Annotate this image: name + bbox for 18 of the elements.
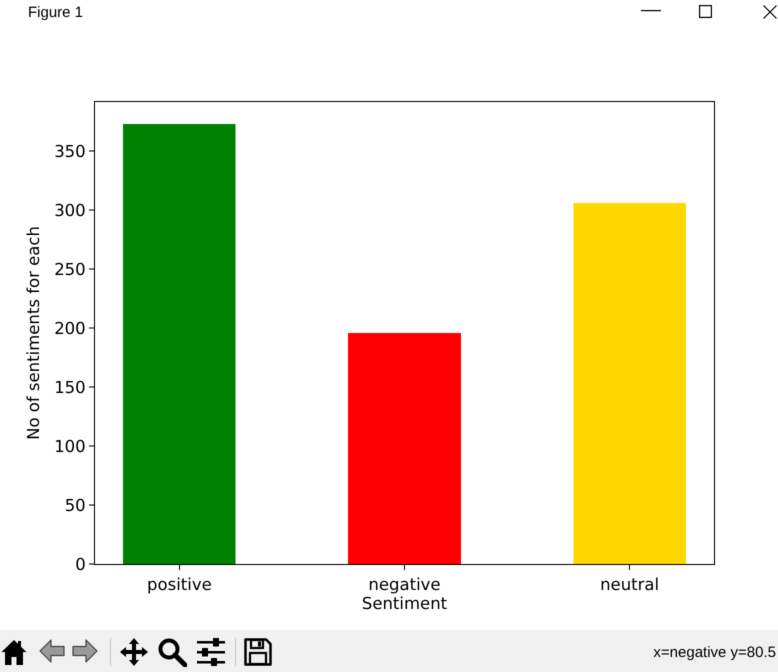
text: x=negative y=80.5 — [653, 644, 776, 661]
x-axis-title: Sentiment — [362, 594, 448, 613]
y-axis-title: No of sentiments for each — [24, 226, 43, 440]
bar — [573, 203, 686, 564]
y-tick-label: 200 — [54, 318, 86, 338]
x-tick-label: neutral — [600, 574, 660, 594]
x-tick-label: negative — [368, 574, 441, 594]
y-tick-label: 350 — [54, 142, 86, 161]
y-tick-label: 100 — [54, 436, 86, 456]
y-tick-label: 250 — [54, 260, 86, 279]
bar — [348, 332, 461, 564]
bar — [123, 124, 236, 564]
y-tick-label: 150 — [54, 378, 86, 397]
y-tick-label: 300 — [54, 200, 86, 220]
x-tick-label: positive — [147, 574, 212, 594]
caption: Figure 1 — [28, 4, 84, 21]
y-tick-label: 0 — [75, 554, 86, 574]
y-tick-label: 50 — [64, 496, 86, 515]
